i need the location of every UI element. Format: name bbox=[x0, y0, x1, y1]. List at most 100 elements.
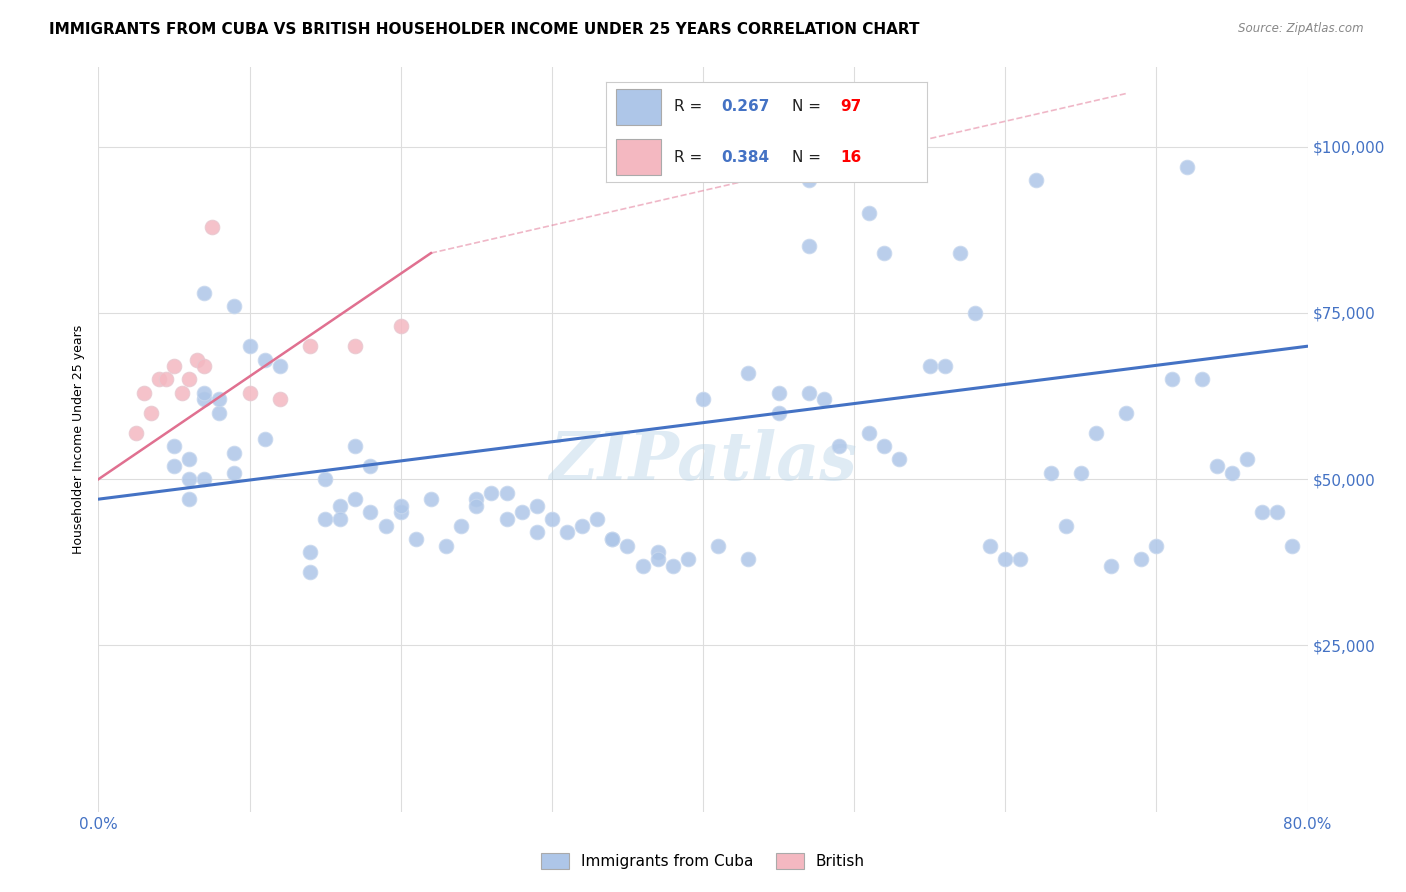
Point bbox=[201, 219, 224, 234]
Point bbox=[193, 359, 215, 373]
Point bbox=[481, 485, 503, 500]
Point bbox=[269, 392, 291, 407]
Point bbox=[813, 392, 835, 407]
Point bbox=[170, 385, 193, 400]
Point bbox=[797, 173, 820, 187]
Point bbox=[768, 406, 790, 420]
Point bbox=[602, 532, 624, 546]
Point bbox=[828, 439, 851, 453]
Point bbox=[163, 458, 186, 473]
Point bbox=[179, 472, 201, 486]
Point bbox=[224, 445, 246, 459]
Point bbox=[208, 392, 231, 407]
Point bbox=[647, 545, 669, 559]
Point bbox=[616, 539, 638, 553]
Point bbox=[602, 532, 624, 546]
Point bbox=[179, 372, 201, 386]
Point bbox=[155, 372, 177, 386]
Point bbox=[389, 506, 412, 520]
Point bbox=[125, 425, 148, 440]
Point bbox=[1281, 539, 1303, 553]
Point bbox=[797, 239, 820, 253]
Point bbox=[186, 352, 208, 367]
Point bbox=[1054, 518, 1077, 533]
Point bbox=[526, 499, 548, 513]
Point bbox=[193, 285, 215, 300]
Y-axis label: Householder Income Under 25 years: Householder Income Under 25 years bbox=[72, 325, 86, 554]
Point bbox=[253, 352, 276, 367]
Point bbox=[163, 439, 186, 453]
Point bbox=[495, 512, 517, 526]
Point bbox=[979, 539, 1001, 553]
Point bbox=[797, 385, 820, 400]
Point bbox=[434, 539, 457, 553]
Legend: Immigrants from Cuba, British: Immigrants from Cuba, British bbox=[536, 847, 870, 875]
Point bbox=[1160, 372, 1182, 386]
Point bbox=[450, 518, 472, 533]
Point bbox=[965, 306, 987, 320]
Point bbox=[737, 366, 759, 380]
Text: ZIPatlas: ZIPatlas bbox=[550, 429, 856, 494]
Point bbox=[1130, 552, 1153, 566]
Point bbox=[631, 558, 654, 573]
Point bbox=[495, 485, 517, 500]
Point bbox=[374, 518, 396, 533]
Point bbox=[1267, 506, 1289, 520]
Point bbox=[555, 525, 578, 540]
Point bbox=[934, 359, 956, 373]
Point bbox=[858, 425, 880, 440]
Point bbox=[526, 525, 548, 540]
Point bbox=[1175, 160, 1198, 174]
Point bbox=[224, 299, 246, 313]
Point bbox=[420, 492, 443, 507]
Point bbox=[465, 499, 488, 513]
Point bbox=[586, 512, 609, 526]
Point bbox=[510, 506, 533, 520]
Point bbox=[1251, 506, 1274, 520]
Point bbox=[994, 552, 1017, 566]
Point bbox=[1236, 452, 1258, 467]
Point bbox=[329, 499, 352, 513]
Point bbox=[1220, 466, 1243, 480]
Point bbox=[1144, 539, 1167, 553]
Point bbox=[132, 385, 155, 400]
Point bbox=[889, 452, 911, 467]
Point bbox=[239, 385, 262, 400]
Point bbox=[253, 432, 276, 446]
Point bbox=[389, 499, 412, 513]
Point bbox=[465, 492, 488, 507]
Point bbox=[949, 246, 972, 260]
Point bbox=[873, 246, 896, 260]
Point bbox=[179, 452, 201, 467]
Point bbox=[163, 359, 186, 373]
Point bbox=[707, 539, 730, 553]
Point bbox=[314, 472, 336, 486]
Point bbox=[1115, 406, 1137, 420]
Point bbox=[299, 566, 322, 580]
Point bbox=[647, 552, 669, 566]
Point bbox=[299, 545, 322, 559]
Point bbox=[179, 492, 201, 507]
Point bbox=[314, 512, 336, 526]
Point bbox=[141, 406, 163, 420]
Point bbox=[707, 93, 730, 107]
Point bbox=[224, 466, 246, 480]
Point bbox=[737, 552, 759, 566]
Point bbox=[1191, 372, 1213, 386]
Point bbox=[692, 392, 714, 407]
Point bbox=[1024, 173, 1046, 187]
Point bbox=[918, 359, 941, 373]
Point bbox=[1099, 558, 1122, 573]
Point bbox=[873, 439, 896, 453]
Point bbox=[1010, 552, 1032, 566]
Point bbox=[571, 518, 593, 533]
Point bbox=[540, 512, 562, 526]
Point bbox=[193, 392, 215, 407]
Point bbox=[299, 339, 322, 353]
Point bbox=[1206, 458, 1229, 473]
Point bbox=[193, 472, 215, 486]
Point bbox=[148, 372, 170, 386]
Text: Source: ZipAtlas.com: Source: ZipAtlas.com bbox=[1239, 22, 1364, 36]
Point bbox=[389, 319, 412, 334]
Point bbox=[1039, 466, 1062, 480]
